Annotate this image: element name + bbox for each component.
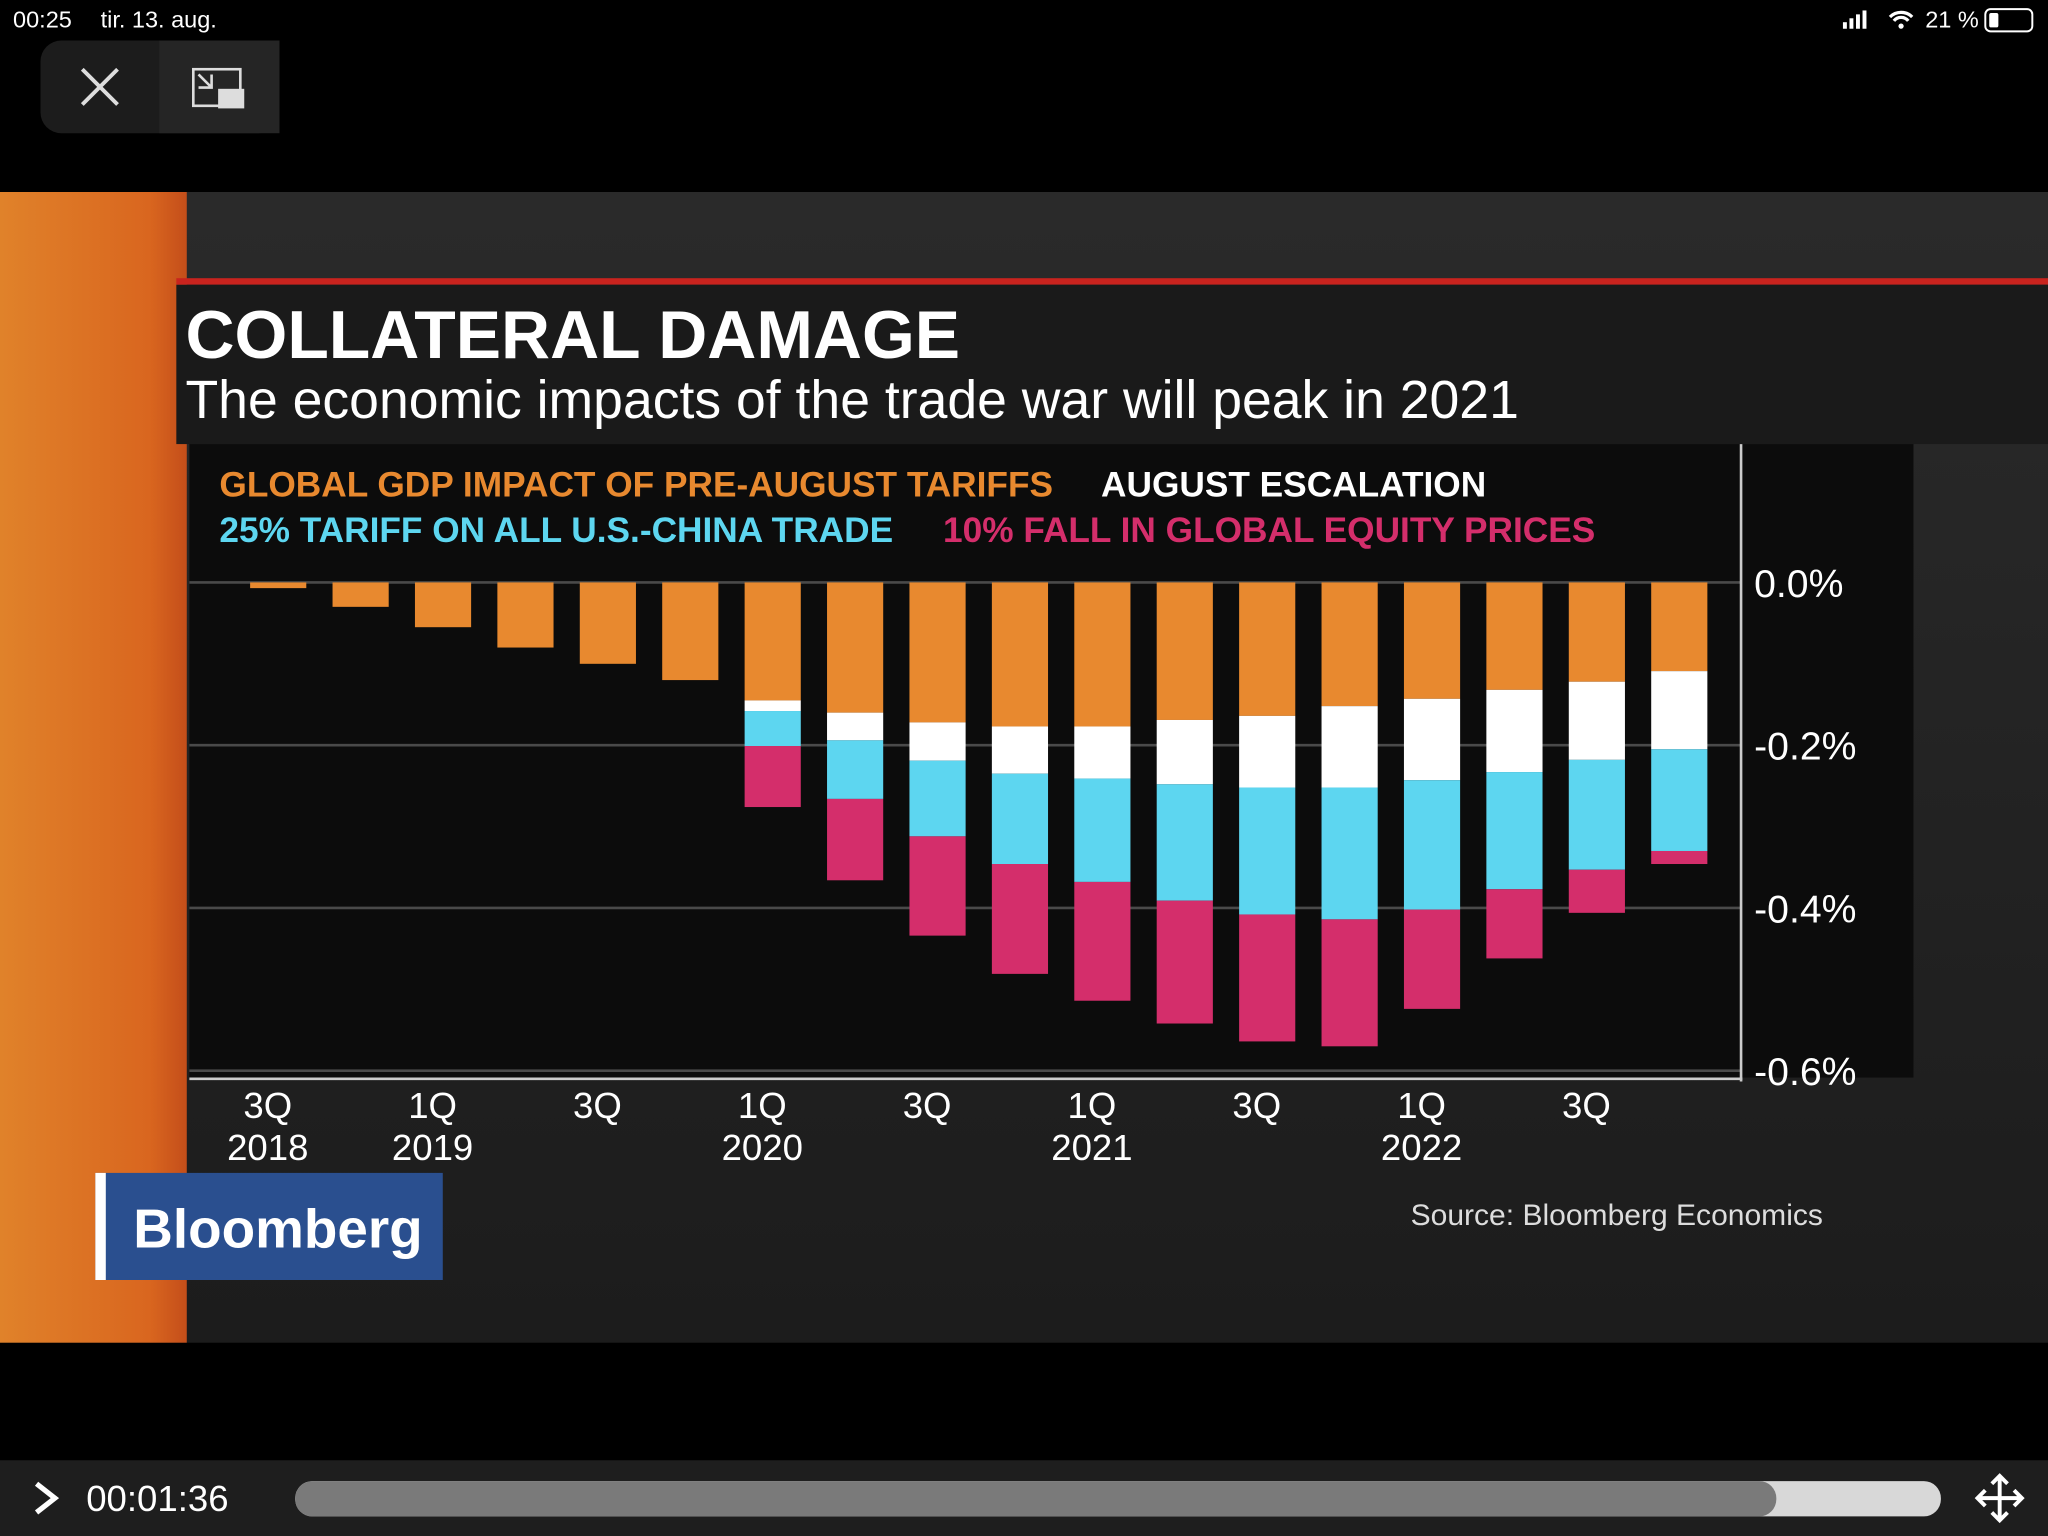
bar-segment [1651, 671, 1708, 750]
bar-segment [1156, 900, 1213, 1024]
x-tick-label: 3Q [1562, 1085, 1611, 1126]
x-tick-label: 3Q [573, 1085, 622, 1126]
wifi-dot [1898, 23, 1904, 29]
title-box [176, 284, 2048, 445]
bar-segment [662, 582, 719, 681]
bar-segment [1156, 784, 1213, 901]
legend-entry: 10% FALL IN GLOBAL EQUITY PRICES [943, 511, 1595, 550]
plot-area [189, 444, 1914, 1078]
bar-segment [744, 711, 801, 747]
x-tick-label: 3Q 2018 [227, 1085, 308, 1168]
bar-segment [991, 582, 1049, 727]
bar-segment [909, 722, 966, 761]
bar-segment [991, 726, 1049, 774]
bar-segment [1074, 582, 1131, 727]
bar-segment [1156, 582, 1213, 720]
red-rule [176, 278, 2048, 285]
bar-segment [1321, 787, 1378, 920]
source-note: Source: Bloomberg Economics [1411, 1199, 1823, 1232]
play-button[interactable] [34, 1481, 60, 1515]
y-tick-label: -0.4% [1754, 888, 1856, 931]
bar-segment [1651, 850, 1708, 865]
logo-box [95, 1172, 443, 1280]
bar-segment [1321, 582, 1378, 707]
y-tick-label: 0.0% [1754, 563, 1843, 606]
bar-segment [1486, 689, 1543, 773]
x-tick-label: 3Q [903, 1085, 952, 1126]
status-time: 00:25 [13, 6, 72, 32]
bar-segment [579, 582, 636, 664]
move-button[interactable] [1974, 1473, 2025, 1524]
logo: Bloomberg [133, 1197, 422, 1259]
signal-icon [1842, 10, 1867, 29]
y-tick-label: -0.6% [1754, 1051, 1856, 1094]
bar-segment [1074, 881, 1131, 1001]
battery-icon [1984, 8, 2034, 33]
legend-entry: 25% TARIFF ON ALL U.S.-CHINA TRADE [219, 511, 893, 550]
bar-segment [1403, 909, 1461, 1009]
bar-segment [1651, 582, 1708, 672]
bar-segment [1403, 780, 1461, 910]
orange-stripe [0, 192, 187, 1343]
wifi-icon [1888, 10, 1914, 23]
bar-segment [909, 582, 966, 723]
bar-segment [1568, 681, 1625, 760]
progress-fill [295, 1481, 1777, 1517]
chart-title: COLLATERAL DAMAGE [185, 298, 960, 373]
bar-segment [744, 582, 801, 701]
bar-segment [1651, 749, 1708, 851]
bar-segment [332, 582, 389, 607]
bar-segment [1486, 582, 1543, 690]
bar-segment [1239, 914, 1296, 1042]
bar-segment [1156, 719, 1213, 785]
bar-segment [827, 712, 884, 741]
bar-segment [991, 864, 1049, 974]
close-button[interactable] [80, 67, 119, 106]
bar-segment [1568, 582, 1625, 682]
x-tick-label: 1Q 2022 [1381, 1085, 1462, 1168]
bar-segment [744, 746, 801, 808]
bar-segment [991, 773, 1049, 865]
bar-segment [1486, 772, 1543, 890]
pip-button-bg[interactable] [159, 40, 280, 134]
bar-segment [1239, 715, 1296, 788]
x-tick-label: 1Q 2020 [722, 1085, 803, 1168]
battery-level [1989, 13, 1999, 28]
x-tick-label: 1Q 2019 [392, 1085, 473, 1168]
bar-segment [744, 700, 801, 712]
bar-segment [1239, 787, 1296, 915]
status-date: tir. 13. aug. [101, 6, 217, 32]
bar-segment [827, 740, 884, 799]
bar-segment [1321, 706, 1378, 788]
legend-entry: GLOBAL GDP IMPACT OF PRE-AUGUST TARIFFS [219, 465, 1053, 504]
bar-segment [827, 582, 884, 713]
bar-segment [1074, 726, 1131, 779]
bar-segment [1486, 889, 1543, 959]
bar-segment [1568, 759, 1625, 870]
battery-text: 21 % [1925, 6, 1979, 32]
y-tick-label: -0.2% [1754, 726, 1856, 769]
bar-segment [414, 582, 472, 628]
bar-segment [827, 798, 884, 881]
bar-segment [497, 582, 554, 648]
bar-segment [1074, 778, 1131, 882]
bar-segment [1568, 869, 1625, 913]
chart-subtitle: The economic impacts of the trade war wi… [185, 371, 1518, 430]
bar-segment [909, 760, 966, 837]
pip-button[interactable] [192, 67, 245, 109]
bar-segment [250, 582, 307, 589]
x-tick-label: 3Q [1232, 1085, 1281, 1126]
x-tick-label: 1Q 2021 [1051, 1085, 1132, 1168]
chart: 0.0% -0.2% -0.4% -0.6% GLOBAL GDP IMPACT OF … [189, 465, 1856, 1168]
bar-segment [1403, 698, 1461, 781]
bar-segment [1403, 582, 1461, 699]
elapsed-time: 00:01:36 [86, 1478, 228, 1519]
bar-segment [1321, 919, 1378, 1047]
legend-entry: AUGUST ESCALATION [1101, 465, 1486, 504]
bar-segment [1239, 582, 1296, 716]
bar-segment [909, 836, 966, 936]
logo-bar [95, 1172, 106, 1280]
